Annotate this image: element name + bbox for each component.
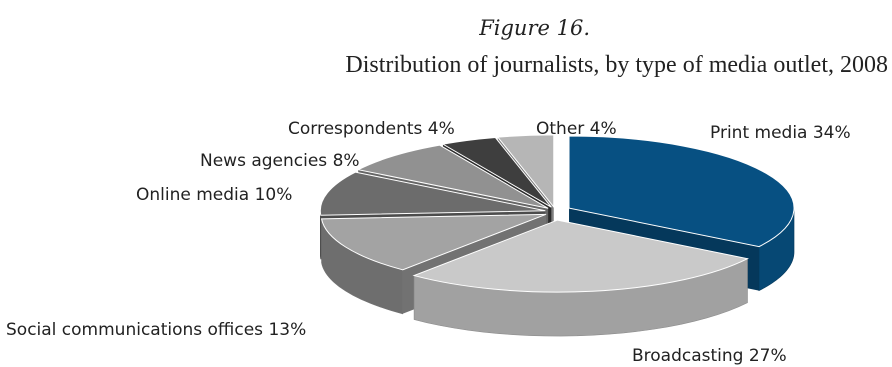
slice-label-other: Other 4%	[536, 119, 617, 139]
slice-news-agencies	[356, 144, 549, 209]
slice-correspondents	[441, 136, 552, 208]
slice-label-broadcasting: Broadcasting 27%	[632, 346, 787, 366]
slice-label-print-media: Print media 34%	[710, 123, 851, 143]
slice-social-communications-offices	[320, 213, 547, 271]
slice-label-social-communications-offices: Social communications offices 13%	[6, 320, 306, 340]
slice-online-media	[319, 171, 546, 216]
chart-title: Distribution of journalists, by type of …	[345, 52, 888, 78]
slice-labels: Print media 34% Broadcasting 27% Social co…	[6, 119, 851, 366]
slice-label-correspondents: Correspondents 4%	[288, 119, 455, 139]
slice-label-news-agencies: News agencies 8%	[200, 151, 360, 171]
slice-other	[496, 134, 555, 209]
pie-tops	[319, 134, 795, 293]
slice-print-media	[568, 135, 795, 248]
figure-label: Figure 16.	[479, 16, 590, 40]
slice-label-online-media: Online media 10%	[136, 185, 292, 205]
slice-broadcasting	[412, 219, 749, 293]
